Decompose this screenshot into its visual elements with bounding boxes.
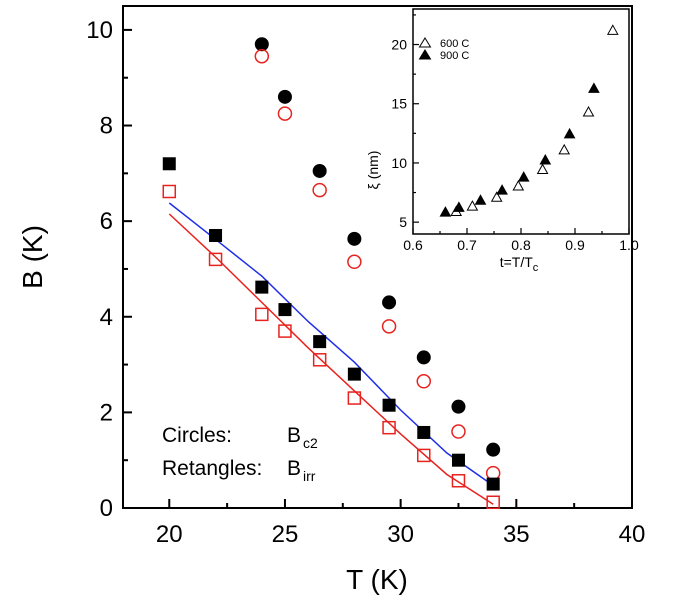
bc2-open-point (347, 254, 362, 270)
xi-600c-point (536, 163, 549, 174)
main-ticks: 20 25 30 35 40 0 2 4 6 8 10 (86, 17, 645, 548)
birr-open-point (255, 307, 269, 322)
inset-x-axis-label-sub: c (533, 262, 539, 274)
bc2-open-point (312, 182, 327, 198)
bc2-point (416, 350, 431, 365)
xi-900c-point (453, 201, 465, 212)
bc2-point (451, 399, 466, 414)
birr-open-point (417, 448, 431, 463)
birr-open-point (382, 420, 396, 435)
annotation-rectangles-symbol: B (287, 457, 301, 480)
annotation-circles-label: Circles: (162, 424, 232, 447)
xi-600c-point (512, 180, 525, 191)
inset-series (439, 24, 619, 217)
birr-point (347, 367, 361, 381)
inset-x-axis-label: t=T/Tc (500, 254, 539, 274)
main-y-tick-label: 0 (100, 495, 113, 522)
xi-600c-point (466, 200, 479, 211)
birr-open-point (162, 184, 177, 199)
annotation-circles-sub: c2 (303, 435, 318, 451)
legend-filled-triangle-icon (418, 49, 432, 60)
birr-point (313, 335, 327, 349)
annotation-rectangles-label: Retangles: (162, 457, 262, 480)
bc2-point (312, 163, 327, 178)
birr-open-point (312, 353, 327, 367)
birr-open-point (347, 391, 362, 405)
main-x-tick-label: 40 (619, 521, 646, 548)
xi-900c-point (474, 194, 487, 205)
inset-y-tick-label: 5 (399, 214, 407, 230)
xi-600c-point (558, 143, 571, 155)
bc2-point (347, 231, 362, 246)
main-x-tick-label: 30 (387, 521, 414, 548)
birr-point (255, 280, 269, 294)
main-x-axis-label: T (K) (346, 564, 408, 595)
birr-point (278, 303, 292, 317)
birr-open-point (451, 473, 466, 488)
birr-open-point (208, 252, 223, 267)
main-series (162, 37, 501, 510)
birr-point (417, 425, 431, 439)
annotation-circles-symbol: B (287, 424, 301, 447)
birr-point (209, 228, 223, 242)
legend-open-triangle-icon (418, 37, 432, 48)
inset-plot-frame (412, 8, 630, 235)
bc2-open-point (381, 319, 397, 334)
inset-x-tick-label: 0.9 (565, 237, 585, 253)
main-y-tick-label: 2 (100, 399, 113, 426)
birr-point (486, 477, 500, 491)
main-y-tick-label: 4 (100, 304, 113, 331)
main-plot-frame (122, 5, 633, 509)
bc2-point (382, 295, 397, 310)
main-y-tick-label: 8 (100, 113, 113, 140)
inset-ticks: 0.6 0.7 0.8 0.9 1.0 5 10 15 20 (391, 14, 639, 253)
inset-x-tick-label: 0.7 (457, 237, 477, 253)
birr-point (451, 453, 465, 467)
main-x-tick-label: 25 (272, 521, 299, 548)
marker-annotation: Circles: B c2 Retangles: B irr (162, 424, 318, 484)
legend-label-600c: 600 C (440, 38, 469, 50)
bc2-open-point (451, 424, 466, 439)
inset-x-tick-label: 1.0 (619, 237, 639, 253)
birr-open-point (486, 495, 500, 510)
bc2-point (486, 442, 501, 457)
main-x-tick-label: 20 (156, 521, 183, 548)
xi-900c-point (496, 184, 508, 195)
main-x-tick-label: 35 (503, 521, 530, 548)
xi-600c-point (582, 105, 595, 117)
xi-900c-point (563, 127, 576, 139)
birr-open-point (278, 324, 292, 338)
main-y-axis-label: B (K) (17, 225, 48, 289)
inset-y-tick-label: 10 (391, 155, 407, 171)
birr-point (162, 157, 176, 171)
xi-900c-point (588, 82, 600, 93)
inset-y-axis-label: ξ (nm) (365, 151, 381, 190)
birr-point (382, 398, 396, 412)
xi-900c-point (439, 206, 452, 217)
bc2-open-point (254, 48, 270, 64)
xi-900c-point (517, 171, 530, 182)
inset-y-tick-label: 15 (391, 96, 407, 112)
bc2-open-point (416, 374, 432, 389)
xi-900c-point (539, 153, 552, 165)
xi-600c-point (490, 191, 503, 202)
xi-600c-point (606, 24, 619, 35)
inset-x-tick-label: 0.6 (403, 237, 423, 253)
inset-y-tick-label: 20 (391, 37, 407, 53)
main-y-tick-label: 10 (86, 17, 113, 44)
inset-x-axis-label-main: t=T/T (500, 254, 534, 270)
annotation-rectangles-sub: irr (303, 468, 316, 484)
fit-line (168, 213, 494, 505)
bc2-point (277, 89, 292, 104)
inset-legend: 600 C 900 C (418, 37, 469, 62)
inset-x-tick-label: 0.8 (511, 237, 531, 253)
bc2-open-point (277, 106, 293, 121)
fit-line (168, 202, 494, 487)
main-y-tick-label: 6 (100, 208, 113, 235)
legend-label-900c: 900 C (440, 50, 469, 62)
bc2-point (254, 37, 269, 52)
